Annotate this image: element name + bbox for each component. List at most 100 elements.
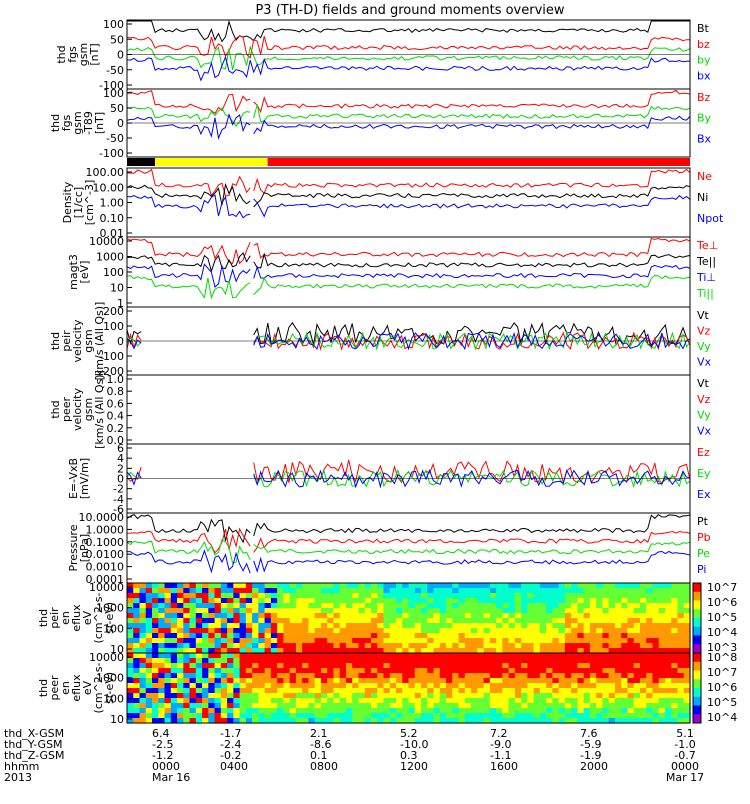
spectrogram-cell <box>458 583 466 589</box>
spectrogram-cell <box>408 663 416 669</box>
spectrogram-cell <box>502 618 510 624</box>
y-tick-label: 1000 <box>96 251 124 264</box>
spectrogram-cell <box>164 713 172 719</box>
spectrogram-cell <box>539 678 547 684</box>
spectrogram-cell <box>646 708 654 714</box>
spectrogram-cell <box>370 678 378 684</box>
spectrogram-cell <box>239 673 247 679</box>
spectrogram-cell <box>496 623 503 629</box>
spectrogram-cell <box>521 658 528 664</box>
spectrogram-cell <box>327 693 335 699</box>
y-axis-label-line: -T89 <box>82 111 95 135</box>
spectrogram-cell <box>139 703 147 709</box>
spectrogram-cell <box>339 668 347 674</box>
colorbar-segment <box>693 618 701 628</box>
x-axis-value: 7.6 <box>580 727 598 740</box>
spectrogram-cell <box>477 718 485 724</box>
spectrogram-cell <box>471 688 478 694</box>
y-axis-label: E=-VxB[mV/m] <box>67 458 91 499</box>
spectrogram-cell <box>170 598 178 604</box>
y-tick-label: 6 <box>117 442 124 455</box>
spectrogram-cell <box>421 603 428 609</box>
spectrogram-cell <box>302 583 310 589</box>
spectrogram-cell <box>283 658 291 664</box>
spectrogram-cell <box>295 588 303 594</box>
spectrogram-cell <box>408 713 416 719</box>
spectrogram-cell <box>158 593 166 599</box>
spectrogram-cell <box>202 593 209 599</box>
spectrogram-cell <box>208 638 216 644</box>
spectrogram-cell <box>658 708 666 714</box>
spectrogram-cell <box>408 658 416 664</box>
spectrogram-cell <box>446 708 453 714</box>
spectrogram-cell <box>558 623 566 629</box>
spectrogram-cell <box>639 658 647 664</box>
spectrogram-cell <box>377 618 385 624</box>
spectrogram-cell <box>533 668 541 674</box>
spectrogram-cell <box>464 623 472 629</box>
spectrogram-cell <box>583 623 591 629</box>
spectrogram-cell <box>464 708 472 714</box>
spectrogram-cell <box>327 643 335 649</box>
y-axis-label-line: velocity <box>71 319 84 362</box>
spectrogram-cell <box>627 583 635 589</box>
spectrogram-cell <box>189 588 197 594</box>
spectrogram-cell <box>402 688 410 694</box>
spectrogram-cell <box>383 608 391 614</box>
spectrogram-cell <box>664 688 672 694</box>
spectrogram-cell <box>139 618 147 624</box>
spectrogram-cell <box>671 673 679 679</box>
spectrogram-cell <box>539 668 547 674</box>
spectrogram-cell <box>583 668 591 674</box>
spectrogram-cell <box>308 593 316 599</box>
spectrogram-cell <box>671 623 679 629</box>
spectrogram-cell <box>258 703 266 709</box>
spectrogram-cell <box>152 638 159 644</box>
spectrogram-cell <box>652 628 660 634</box>
spectrogram-cell <box>133 618 141 624</box>
spectrogram-cell <box>389 588 397 594</box>
spectrogram-cell <box>496 628 503 634</box>
spectrogram-cell <box>639 583 647 589</box>
spectrogram-cell <box>177 603 184 609</box>
spectrogram-cell <box>252 658 259 664</box>
spectrogram-cell <box>458 608 466 614</box>
spectrogram-cell <box>189 673 197 679</box>
colorbar-frame <box>692 652 702 724</box>
spectrogram-cell <box>646 593 654 599</box>
spectrogram-cell <box>464 638 472 644</box>
spectrogram-cell <box>202 673 209 679</box>
spectrogram-cell <box>521 673 528 679</box>
spectrogram-cell <box>433 583 441 589</box>
spectrogram-cell <box>352 623 360 629</box>
y-axis-label-line: (cm^2-s- <box>92 663 105 714</box>
spectrogram-cell <box>189 593 197 599</box>
spectrogram-cell <box>496 593 503 599</box>
spectrogram-cell <box>314 668 322 674</box>
spectrogram-cell <box>183 658 191 664</box>
y-tick-label: 10 <box>110 713 124 726</box>
spectrogram-cell <box>283 653 291 659</box>
spectrogram-cell <box>514 643 522 649</box>
spectrogram-cell <box>245 608 253 614</box>
spectrogram-cell <box>633 608 641 614</box>
spectrogram-cell <box>627 678 635 684</box>
spectrogram-cell <box>314 583 322 589</box>
spectrogram-cell <box>683 688 691 694</box>
spectrogram-cell <box>152 718 159 724</box>
spectrogram-cell <box>533 713 541 719</box>
spectrogram-cell <box>452 648 460 654</box>
y-tick-label: 0.01 <box>100 227 125 240</box>
spectrogram-cell <box>333 663 341 669</box>
spectrogram-cell <box>220 663 228 669</box>
spectrogram-cell <box>533 673 541 679</box>
spectrogram-cell <box>533 658 541 664</box>
spectrogram-cell <box>327 658 335 664</box>
spectrogram-cell <box>496 598 503 604</box>
spectrogram-cell <box>314 663 322 669</box>
y-tick-label: 100 <box>103 622 124 635</box>
spectrogram-cell <box>533 633 541 639</box>
spectrogram-cell <box>602 643 610 649</box>
spectrogram-cell <box>127 593 134 599</box>
legend-Bz: Bz <box>697 91 711 104</box>
